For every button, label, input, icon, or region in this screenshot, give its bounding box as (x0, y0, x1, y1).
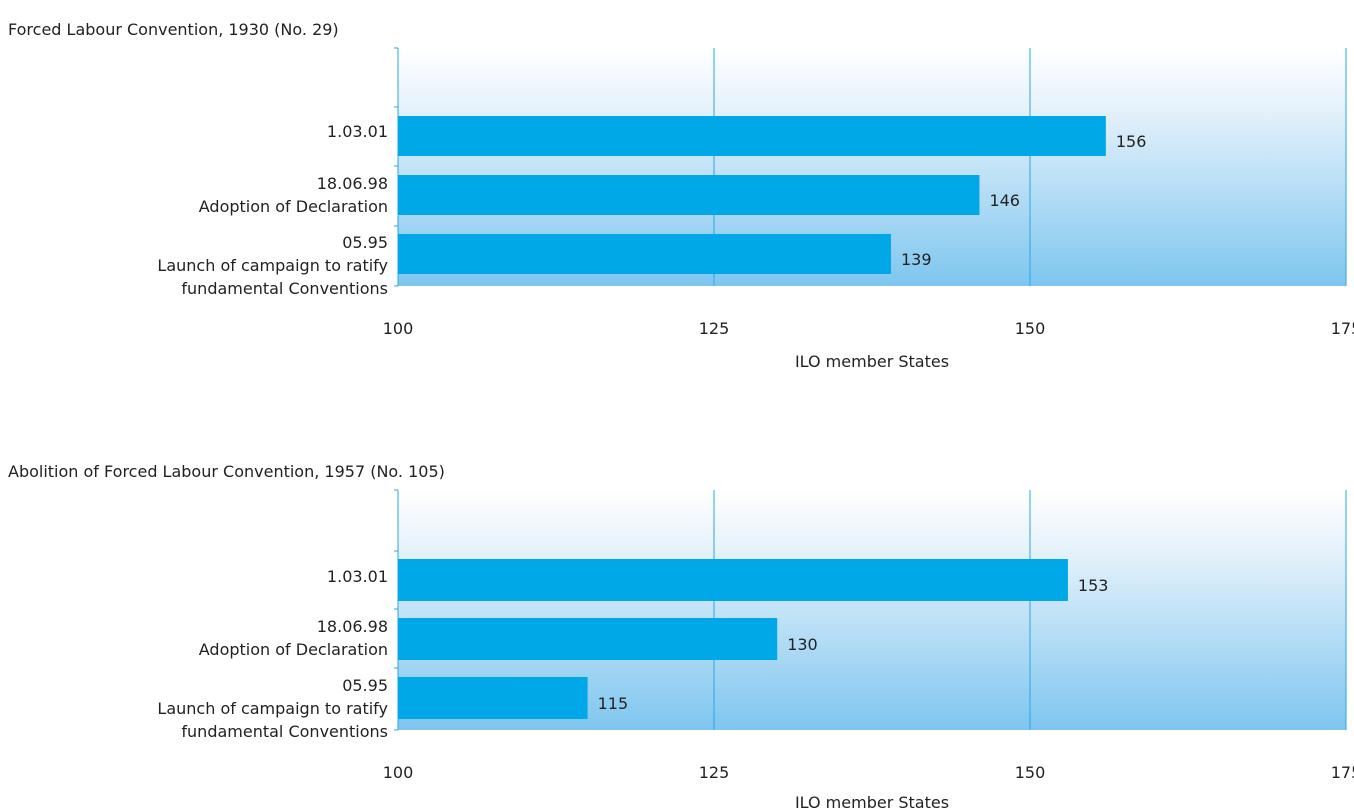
x-tick-label: 125 (699, 763, 730, 782)
bar (398, 618, 778, 660)
chart-1-title: Forced Labour Convention, 1930 (No. 29) (8, 20, 339, 39)
data-label: 156 (1116, 132, 1147, 151)
x-tick-label: 150 (1015, 763, 1046, 782)
data-label: 139 (901, 250, 932, 269)
category-label: 05.95 Launch of campaign to ratify fundame… (157, 233, 388, 298)
x-tick-label: 150 (1015, 319, 1046, 338)
data-label: 130 (787, 635, 818, 654)
x-tick-label: 175 (1331, 319, 1354, 338)
category-label: 1.03.01 (327, 122, 388, 141)
bar (398, 116, 1106, 156)
x-tick-label: 125 (699, 319, 730, 338)
bar (398, 559, 1068, 601)
x-tick-label: 175 (1331, 763, 1354, 782)
x-tick-label: 100 (383, 763, 414, 782)
category-label: 05.95 Launch of campaign to ratify fundame… (157, 676, 388, 741)
x-axis-title: ILO member States (795, 793, 949, 812)
bar (398, 234, 891, 274)
chart-1: 156 1.03.01 146 18.06.98 Adoption of Declara… (157, 47, 1354, 371)
chart-2: 153 1.03.01 130 18.06.98 Adoption of Declara… (157, 489, 1354, 812)
category-label: 1.03.01 (327, 567, 388, 586)
x-tick-label: 100 (383, 319, 414, 338)
data-label: 153 (1078, 576, 1109, 595)
bar (398, 175, 980, 215)
category-label: 18.06.98 Adoption of Declaration (199, 617, 388, 659)
x-axis-title: ILO member States (795, 352, 949, 371)
data-label: 115 (598, 694, 629, 713)
bar (398, 677, 588, 719)
chart-2-title: Abolition of Forced Labour Convention, 1… (8, 462, 445, 481)
category-label: 18.06.98 Adoption of Declaration (199, 174, 388, 216)
data-label: 146 (989, 191, 1020, 210)
